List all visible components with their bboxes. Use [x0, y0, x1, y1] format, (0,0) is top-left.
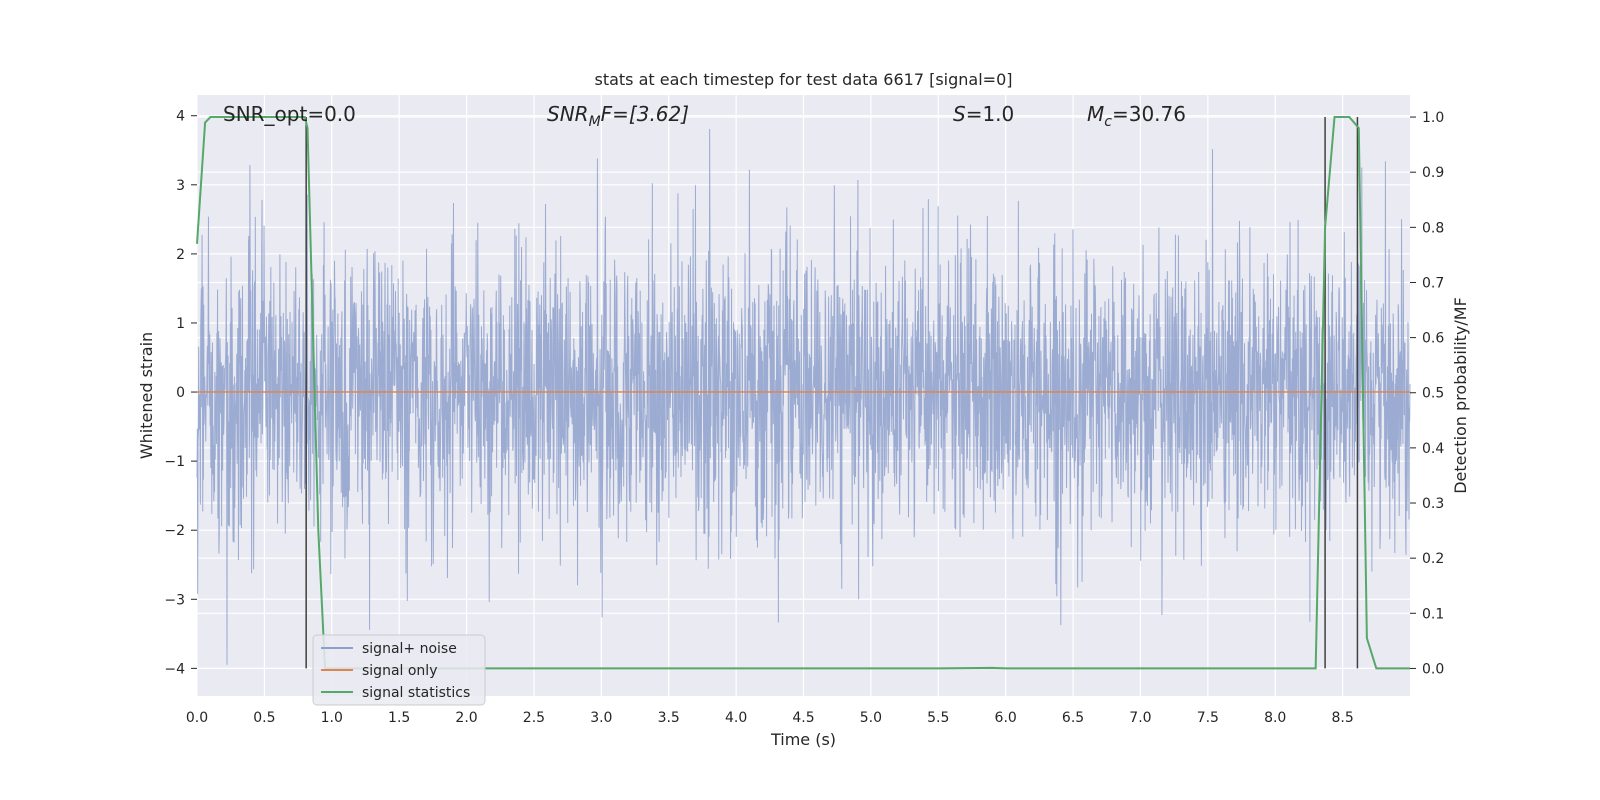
x-tick-label: 3.0 [590, 710, 612, 726]
annotation-mc-symbol: M [1087, 102, 1104, 126]
annotation-snr-mf: SNRMF=[3.62] [547, 102, 689, 130]
y-right-tick-label: 1.0 [1422, 110, 1444, 126]
y-left-tick-label: −1 [164, 454, 185, 470]
x-tick-label: 4.0 [725, 710, 747, 726]
y-right-tick-label: 0.8 [1422, 220, 1444, 236]
legend: signal+ noise signal only signal statist… [312, 634, 486, 706]
annotation-s-symbol: S [953, 102, 966, 126]
legend-label-signal-only: signal only [362, 663, 437, 679]
noise-series [196, 129, 1411, 665]
x-axis-ticks: 0.0 0.5 1.0 1.5 2.0 2.5 3.0 3.5 4.0 4.5 5.0 5.5 6.0 6… [186, 710, 1354, 726]
x-tick-label: 6.0 [995, 710, 1017, 726]
y-right-tick-label: 0.6 [1422, 331, 1444, 347]
x-tick-label: 5.5 [927, 710, 949, 726]
y-right-tick-label: 0.2 [1422, 551, 1444, 567]
y-right-tick-label: 0.4 [1422, 441, 1444, 457]
legend-label-signal-statistics: signal statistics [362, 685, 470, 701]
chart-title: stats at each timestep for test data 661… [594, 70, 1012, 89]
x-tick-label: 7.0 [1129, 710, 1151, 726]
y-left-axis-ticks: 4 3 2 1 0 −1 −2 −3 −4 [164, 109, 197, 677]
annotation-s: S=1.0 [953, 102, 1014, 126]
x-tick-label: 4.5 [792, 710, 814, 726]
x-tick-label: 8.0 [1264, 710, 1286, 726]
annotation-mc-value: =30.76 [1112, 102, 1186, 126]
y-right-tick-label: 0.1 [1422, 606, 1444, 622]
x-tick-label: 7.5 [1197, 710, 1219, 726]
x-tick-label: 3.5 [658, 710, 680, 726]
y-left-tick-label: 0 [176, 385, 185, 401]
annotation-snr-opt: SNR_opt=0.0 [223, 102, 356, 126]
x-tick-label: 6.5 [1062, 710, 1084, 726]
annotation-snr-mf-subscript: M [589, 114, 601, 130]
annotation-mc: Mc=30.76 [1087, 102, 1186, 130]
legend-label-signal-noise: signal+ noise [362, 641, 457, 657]
y-left-tick-label: −2 [164, 523, 185, 539]
legend-box [312, 634, 486, 706]
y-right-axis-label: Detection probability/MF [1451, 297, 1470, 494]
x-tick-label: 2.0 [455, 710, 477, 726]
x-tick-label: 1.0 [321, 710, 343, 726]
annotation-snr-mf-value: F=[3.62] [601, 102, 689, 126]
y-right-tick-label: 0.9 [1422, 165, 1444, 181]
y-right-axis-ticks: 1.0 0.9 0.8 0.7 0.6 0.5 0.4 0.3 0.2 0.1 0.0 [1410, 110, 1444, 677]
y-right-tick-label: 0.3 [1422, 496, 1444, 512]
series-signal-statistics-line [196, 116, 1410, 670]
y-left-axis-label: Whitened strain [137, 332, 156, 459]
series-signal-noise-line [196, 129, 1411, 665]
annotation-s-value: =1.0 [966, 102, 1015, 126]
y-left-tick-label: 3 [176, 178, 185, 194]
annotation-mc-subscript: c [1104, 114, 1112, 130]
y-left-tick-label: −4 [164, 661, 185, 677]
signal-statistics-series [196, 116, 1410, 670]
x-tick-label: 2.5 [523, 710, 545, 726]
y-right-tick-label: 0.7 [1422, 275, 1444, 291]
x-tick-label: 5.0 [860, 710, 882, 726]
annotation-snr-mf-symbol: SNR [547, 102, 589, 126]
y-left-tick-label: 2 [176, 247, 185, 263]
x-tick-label: 8.5 [1331, 710, 1353, 726]
event-markers [305, 117, 1359, 669]
x-tick-label: 0.5 [253, 710, 275, 726]
y-right-tick-label: 0.5 [1422, 386, 1444, 402]
y-left-tick-label: 4 [176, 109, 185, 125]
x-tick-label: 0.0 [186, 710, 208, 726]
y-left-tick-label: −3 [164, 592, 185, 608]
y-right-tick-label: 0.0 [1422, 661, 1444, 677]
x-tick-label: 1.5 [388, 710, 410, 726]
x-axis-label: Time (s) [770, 730, 836, 749]
y-left-tick-label: 1 [176, 316, 185, 332]
